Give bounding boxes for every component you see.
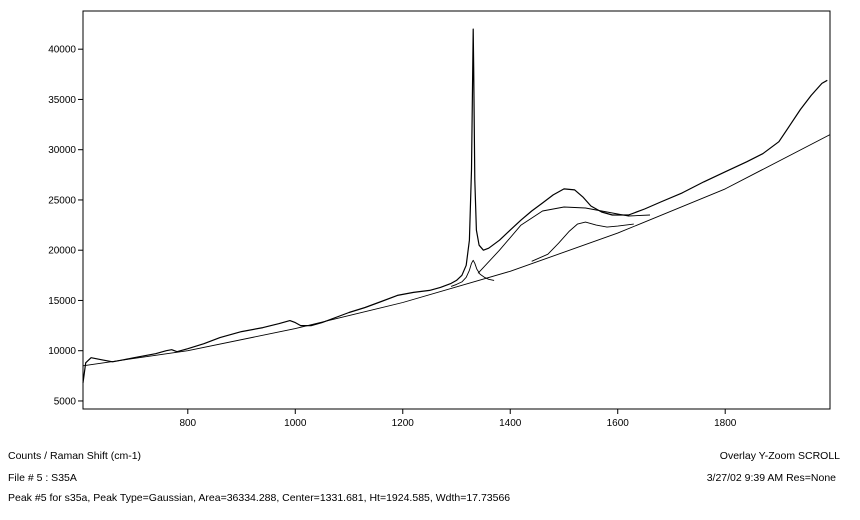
spectrum-line bbox=[82, 28, 828, 383]
datetime-resolution: 3/27/02 9:39 AM Res=None bbox=[706, 472, 836, 484]
y-tick-label: 10000 bbox=[48, 346, 76, 357]
fitted-peak-line bbox=[531, 221, 634, 262]
x-tick-label: 1800 bbox=[714, 418, 737, 429]
x-tick-label: 1200 bbox=[392, 418, 415, 429]
series-group bbox=[82, 28, 831, 383]
spectrum-chart: 500010000150002000025000300003500040000 … bbox=[48, 10, 831, 429]
x-tick-label: 800 bbox=[179, 418, 196, 429]
y-tick-label: 5000 bbox=[54, 396, 77, 407]
y-tick-label: 35000 bbox=[48, 95, 76, 106]
display-mode: Overlay Y-Zoom SCROLL bbox=[719, 450, 840, 462]
baseline-line bbox=[82, 134, 831, 367]
x-axis-ticks: 800 1000 1200 1400 1600 1800 bbox=[179, 409, 737, 429]
fitted-peak-line bbox=[450, 259, 495, 287]
y-tick-label: 40000 bbox=[48, 45, 76, 56]
x-tick-label: 1600 bbox=[607, 418, 630, 429]
y-tick-label: 30000 bbox=[48, 145, 76, 156]
peak-info: Peak #5 for s35a, Peak Type=Gaussian, Ar… bbox=[8, 492, 511, 504]
y-tick-label: 15000 bbox=[48, 296, 76, 307]
x-tick-label: 1400 bbox=[499, 418, 522, 429]
fitted-peak-line bbox=[477, 206, 651, 274]
y-tick-label: 25000 bbox=[48, 195, 76, 206]
y-axis-ticks: 5000 10000 15000 20000 25000 30000 35000 40000 bbox=[48, 45, 83, 407]
x-tick-label: 1000 bbox=[284, 418, 307, 429]
axis-caption: Counts / Raman Shift (cm-1) bbox=[8, 450, 142, 462]
y-tick-label: 20000 bbox=[48, 246, 76, 257]
file-info: File # 5 : S35A bbox=[8, 472, 77, 484]
